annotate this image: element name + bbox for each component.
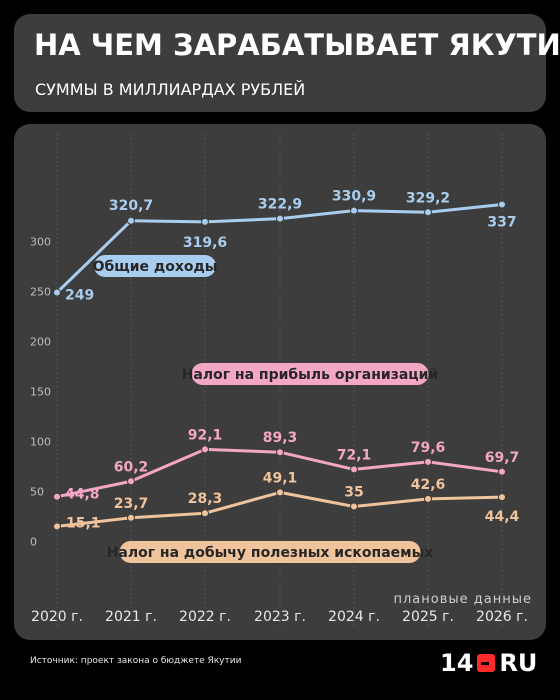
data-point (498, 467, 506, 476)
data-point (424, 457, 432, 466)
data-point (53, 288, 61, 297)
logo-domain: RU (499, 649, 538, 677)
x-tick-label: 2022 г. (179, 609, 231, 625)
chart-subtitle: СУММЫ В МИЛЛИАРДАХ РУБЛЕЙ (35, 80, 306, 99)
data-label: 89,3 (263, 430, 298, 446)
data-label: 79,6 (411, 440, 446, 456)
data-label: 28,3 (188, 491, 223, 507)
data-point (424, 494, 432, 503)
data-label: 330,9 (332, 189, 376, 205)
data-label: 49,1 (263, 470, 298, 486)
data-point (498, 200, 506, 209)
series-name-box-0 (94, 255, 216, 277)
site-logo[interactable]: 14 RU (440, 646, 537, 680)
data-label: 42,6 (411, 477, 446, 493)
x-tick-label: 2023 г. (254, 609, 306, 625)
chart-title: НА ЧЕМ ЗАРАБАТЫВАЕТ ЯКУТИЯ (34, 28, 560, 62)
x-tick-label: 2026 г. (476, 609, 528, 625)
data-point (350, 502, 358, 511)
header: НА ЧЕМ ЗАРАБАТЫВАЕТ ЯКУТИЯ СУММЫ В МИЛЛИ… (14, 14, 560, 112)
data-point (424, 208, 432, 217)
data-label: 329,2 (406, 190, 450, 206)
data-label: 319,6 (183, 235, 227, 251)
y-tick-label: 300 (30, 236, 51, 249)
y-tick-label: 200 (30, 336, 51, 349)
data-point (53, 492, 61, 501)
data-label: 44,4 (485, 509, 520, 525)
data-label: 15,1 (66, 515, 101, 531)
data-label: 60,2 (114, 459, 149, 475)
chart-panel: 0 50 100 150 200 250 300 2020 г. 2021 г. 2022 г. 2… (14, 124, 546, 640)
data-point (498, 493, 506, 502)
y-tick-label: 250 (30, 286, 51, 299)
source-note: Источник: проект закона о бюджете Якутии (30, 656, 242, 666)
logo-square-icon (477, 654, 496, 672)
y-tick-label: 150 (30, 386, 51, 399)
data-label: 69,7 (485, 450, 520, 466)
data-label: 35 (344, 485, 363, 501)
series-name-box-2 (119, 541, 421, 563)
series-name-label: Налог на прибыль организаций (182, 367, 439, 383)
data-point (127, 477, 135, 486)
data-point (201, 217, 209, 226)
data-point (350, 206, 358, 215)
data-point (276, 488, 284, 497)
data-point (201, 509, 209, 518)
data-label: 92,1 (188, 427, 223, 443)
data-point (350, 465, 358, 474)
x-tick-label: 2021 г. (105, 609, 157, 625)
planned-data-note: плановые данные (394, 592, 533, 607)
series-name-box-1 (191, 363, 429, 385)
data-label: 322,9 (258, 197, 302, 213)
data-label: 249 (65, 288, 94, 304)
x-tick-label: 2024 г. (328, 609, 380, 625)
data-label: 337 (487, 215, 516, 231)
data-label: 44,8 (65, 487, 100, 503)
data-label: 23,7 (114, 496, 149, 512)
series-name-label: Налог на добычу полезных ископаемых (107, 545, 434, 561)
data-point (127, 216, 135, 225)
data-point (127, 513, 135, 522)
data-point (53, 522, 61, 531)
data-point (201, 445, 209, 454)
line-chart: 0 50 100 150 200 250 300 2020 г. 2021 г. 2022 г. 2… (30, 134, 533, 628)
data-point (276, 448, 284, 457)
x-tick-label: 2020 г. (31, 609, 83, 625)
y-tick-label: 0 (30, 536, 37, 549)
x-tick-label: 2025 г. (402, 609, 454, 625)
y-tick-label: 100 (30, 436, 51, 449)
data-label: 320,7 (109, 198, 153, 214)
data-label: 72,1 (337, 447, 372, 463)
logo-number: 14 (440, 649, 474, 677)
series-name-label: Общие доходы (93, 259, 218, 275)
y-tick-label: 50 (30, 486, 44, 499)
data-point (276, 214, 284, 223)
